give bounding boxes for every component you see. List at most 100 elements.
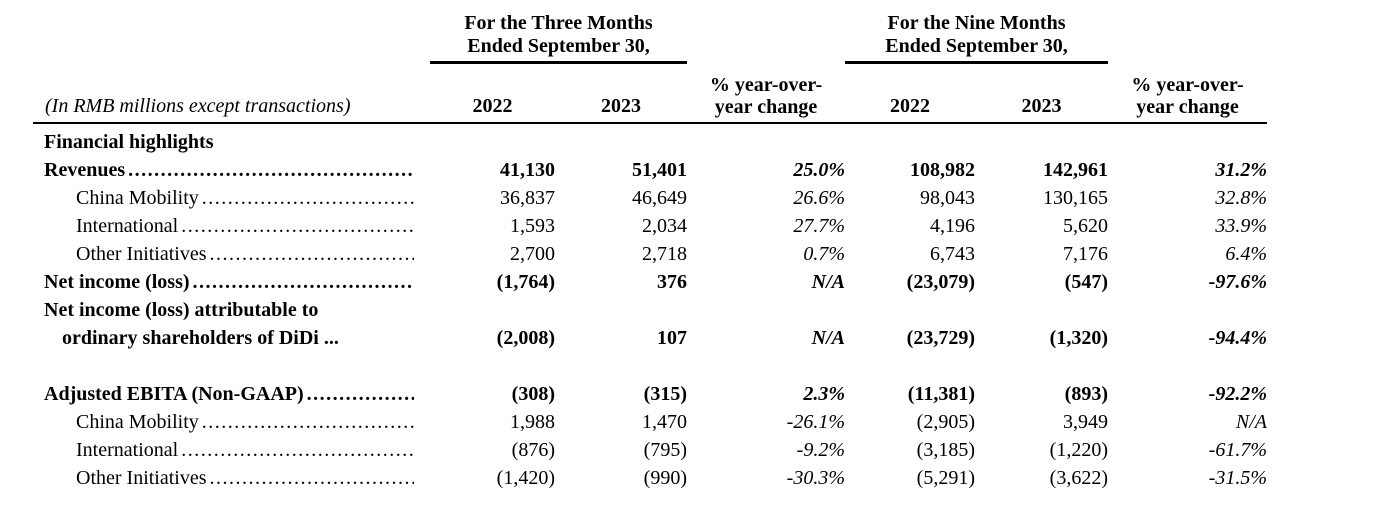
row-label-text: Financial highlights (44, 131, 214, 153)
dot-leader (307, 380, 414, 408)
cell-q3-2023: (990) (643, 467, 687, 489)
cell-q3-2022: (308) (511, 383, 555, 405)
cell-q3-2022: (1,420) (496, 467, 555, 489)
row-label-text: China Mobility (76, 187, 199, 209)
cell-q3-2022: 2,700 (510, 243, 555, 265)
cell-q3-2023: 51,401 (632, 159, 687, 181)
group-header-three-months: For the Three Months Ended September 30, (430, 12, 687, 64)
cell-9m-yoy-change: -97.6% (1208, 271, 1267, 293)
cell-q3-yoy-change: N/A (811, 327, 845, 349)
row-label: Net income (loss) (14, 268, 430, 296)
row-label: Net income (loss) attributable to ordinar… (14, 296, 430, 352)
col-header-9m-yoy-line1: % year-over- (1131, 74, 1244, 96)
cell-q3-yoy-change: 2.3% (803, 383, 845, 405)
cell-9m-2022: 98,043 (920, 187, 975, 209)
cell-9m-yoy-change: 33.9% (1215, 215, 1267, 237)
col-header-q3-2022: 2022 (430, 94, 555, 124)
dot-leader (202, 184, 414, 212)
cell-q3-yoy-change: -9.2% (796, 439, 845, 461)
cell-9m-yoy-change: N/A (1235, 411, 1267, 433)
cell-9m-2023: (893) (1064, 383, 1108, 405)
row-label: International (14, 212, 430, 240)
col-header-9m-yoy-line2: year change (1136, 96, 1239, 118)
group-header-nine-months: For the Nine Months Ended September 30, (845, 12, 1108, 64)
cell-9m-2023: (1,220) (1049, 439, 1108, 461)
cell-q3-2023: 376 (657, 271, 687, 293)
cell-q3-2023: 2,718 (642, 243, 687, 265)
cell-q3-2023: (795) (643, 439, 687, 461)
cell-q3-2023: 1,470 (642, 411, 687, 433)
cell-9m-2022: (2,905) (916, 411, 975, 433)
group-header-nine-months-line1: For the Nine Months (887, 12, 1066, 34)
col-header-9m-yoy-change: % year-over- year change (1108, 74, 1267, 124)
unit-note: (In RMB millions except transactions) (33, 94, 430, 124)
cell-9m-yoy-change: -94.4% (1208, 327, 1267, 349)
cell-q3-2022: 41,130 (500, 159, 555, 181)
cell-q3-yoy-change: N/A (811, 271, 845, 293)
cell-9m-2023: 130,165 (1043, 187, 1108, 209)
table-row: International 1,593 2,034 27.7% 4,196 5,620 33… (14, 212, 1267, 240)
table-row: International (876) (795) -9.2% (3,185) (1,22… (14, 436, 1267, 464)
col-header-9m-2023: 2023 (975, 94, 1108, 124)
column-header-row: (In RMB millions except transactions) 20… (14, 74, 1267, 124)
cell-q3-2023: (315) (643, 383, 687, 405)
group-header-nine-months-line2: Ended September 30, (885, 35, 1068, 57)
table-row: Adjusted EBITA (Non-GAAP) (308) (315) 2.3% (… (14, 380, 1267, 408)
table-row: China Mobility 36,837 46,649 26.6% 98,043 130… (14, 184, 1267, 212)
cell-9m-2022: 108,982 (910, 159, 975, 181)
row-label-text: Revenues (44, 159, 126, 181)
cell-9m-yoy-change: -92.2% (1208, 383, 1267, 405)
cell-q3-yoy-change: 27.7% (793, 215, 845, 237)
row-label: Revenues (14, 156, 430, 184)
row-label-text: Other Initiatives (76, 243, 207, 265)
row-label-text: Other Initiatives (76, 467, 207, 489)
row-label-text: Adjusted EBITA (Non-GAAP) (44, 383, 304, 405)
cell-9m-2022: 4,196 (930, 215, 975, 237)
row-label: Financial highlights (14, 128, 430, 156)
cell-9m-2022: 6,743 (930, 243, 975, 265)
table-row: China Mobility 1,988 1,470 -26.1% (2,905) 3,9… (14, 408, 1267, 436)
cell-q3-2022: (876) (511, 439, 555, 461)
table-body: Financial highlights Revenues 41,130 51,401… (14, 124, 1267, 492)
dot-leader (202, 408, 414, 436)
cell-q3-2022: 1,593 (510, 215, 555, 237)
table-row: Net income (loss) (1,764) 376 N/A (23,079) (5… (14, 268, 1267, 296)
col-header-q3-yoy-line1: % year-over- (709, 74, 823, 96)
cell-9m-2023: 3,949 (1063, 411, 1108, 433)
cell-q3-2023: 46,649 (632, 187, 687, 209)
cell-q3-yoy-change: 0.7% (803, 243, 845, 265)
group-header-three-months-line2: Ended September 30, (467, 35, 650, 57)
row-label-text: Net income (loss) (44, 271, 190, 293)
cell-9m-yoy-change: 6.4% (1225, 243, 1267, 265)
cell-9m-2023: (1,320) (1049, 327, 1108, 349)
dot-leader (210, 464, 414, 492)
cell-9m-2022: (3,185) (916, 439, 975, 461)
dot-leader (128, 156, 414, 184)
col-header-9m-2022: 2022 (845, 94, 975, 124)
cell-q3-yoy-change: 26.6% (793, 187, 845, 209)
table-row: Other Initiatives 2,700 2,718 0.7% 6,743 7,17… (14, 240, 1267, 268)
row-label: Adjusted EBITA (Non-GAAP) (14, 380, 430, 408)
cell-9m-yoy-change: -61.7% (1208, 439, 1267, 461)
row-label-text: International (76, 215, 179, 237)
cell-9m-2022: (23,729) (906, 327, 975, 349)
col-header-q3-2023: 2023 (555, 94, 687, 124)
row-label: China Mobility (14, 184, 430, 212)
cell-q3-2023: 2,034 (642, 215, 687, 237)
row-label-text: Net income (loss) attributable to (44, 299, 319, 321)
cell-q3-2023: 107 (657, 327, 687, 349)
dot-leader (210, 240, 414, 268)
cell-9m-2023: 142,961 (1043, 159, 1108, 181)
group-header-row: For the Three Months Ended September 30,… (14, 12, 1267, 64)
cell-9m-yoy-change: -31.5% (1208, 467, 1267, 489)
cell-q3-2022: 36,837 (500, 187, 555, 209)
dot-leader (181, 436, 414, 464)
cell-9m-2022: (23,079) (906, 271, 975, 293)
col-header-q3-yoy-change: % year-over- year change (687, 74, 845, 124)
cell-q3-yoy-change: 25.0% (793, 159, 845, 181)
table-row: Net income (loss) attributable to ordinar… (14, 296, 1267, 352)
table-row: Revenues 41,130 51,401 25.0% 108,982 142,961 3… (14, 156, 1267, 184)
cell-q3-yoy-change: -30.3% (786, 467, 845, 489)
cell-q3-yoy-change: -26.1% (786, 411, 845, 433)
